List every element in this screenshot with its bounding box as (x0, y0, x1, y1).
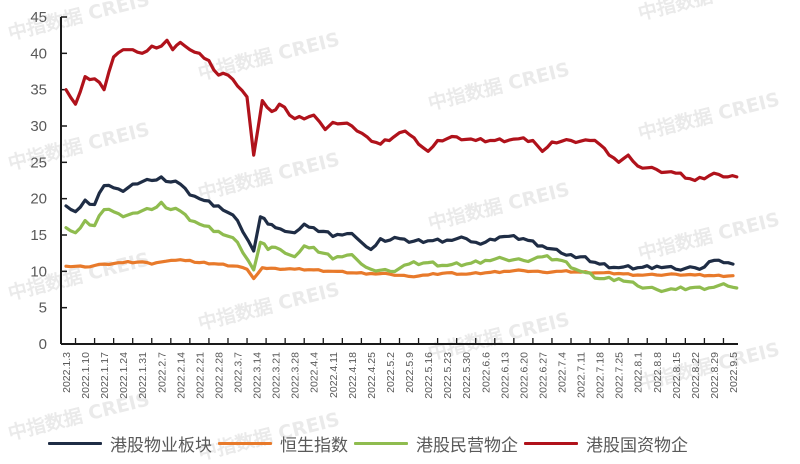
x-tick-label: 2022.8.29 (709, 352, 721, 399)
x-tick-label: 2022.3.28 (290, 352, 302, 399)
watermark-text: 中指数据 CREIS (426, 57, 572, 114)
x-tick-label: 2022.4.11 (328, 352, 340, 398)
y-tick-label: 30 (30, 118, 47, 135)
y-tick-label: 20 (30, 191, 47, 208)
x-tick-label: 2022.5.30 (461, 352, 473, 399)
legend-label: 港股国资物企 (586, 435, 688, 456)
watermark-text: 中指数据 CREIS (6, 0, 152, 45)
legend-item-hang-seng: 恒生指数 (218, 431, 348, 456)
y-tick-label: 0 (39, 336, 47, 353)
x-tick-label: 2022.7.11 (576, 352, 588, 398)
x-tick-label: 2022.4.18 (347, 352, 359, 399)
y-tick-label: 10 (30, 263, 47, 280)
legend-item-state-firms: 港股国资物企 (524, 431, 688, 456)
x-tick-label: 2022.7.25 (614, 352, 626, 399)
x-tick-label: 2022.1.10 (80, 352, 92, 399)
y-tick-label: 40 (30, 45, 47, 62)
legend-swatch-icon (524, 441, 578, 445)
x-tick-label: 2022.3.14 (252, 352, 264, 399)
x-tick-label: 2022.9.5 (728, 352, 740, 393)
y-tick-label: 15 (30, 227, 47, 244)
x-tick-label: 2022.7.4 (556, 352, 568, 393)
x-tick-label: 2022.2.28 (213, 352, 225, 399)
x-tick-label: 2022.4.4 (309, 352, 321, 393)
watermark-text: 中指数据 CREIS (196, 147, 342, 204)
x-tick-label: 2022.6.20 (518, 352, 530, 399)
x-tick-label: 2022.4.25 (366, 352, 378, 399)
x-tick-label: 2022.5.16 (423, 352, 435, 399)
watermark-text: 中指数据 CREIS (6, 117, 152, 174)
series-line (64, 258, 735, 281)
x-tick-label: 2022.7.18 (595, 352, 607, 399)
watermark-text: 中指数据 CREIS (636, 207, 782, 264)
legend-label: 恒生指数 (280, 435, 348, 456)
watermark-text: 中指数据 CREIS (636, 0, 782, 25)
y-ticks: 0 5 10 15 20 25 30 35 40 45 (30, 9, 67, 353)
series-lines (64, 38, 739, 294)
watermark-text: 中指数据 CREIS (426, 177, 572, 234)
legend-swatch-icon (48, 441, 102, 445)
legend-swatch-icon (354, 441, 408, 445)
watermark-text: 中指数据 CREIS (196, 277, 342, 334)
legend-swatch-icon (218, 441, 272, 445)
series-line (64, 175, 735, 272)
x-tick-label: 2022.5.23 (442, 352, 454, 399)
series-line (64, 200, 739, 294)
x-tick-label: 2022.8.1 (633, 352, 645, 393)
y-tick-label: 45 (30, 9, 47, 26)
legend-label: 港股民营物企 (416, 435, 518, 456)
x-tick-label: 2022.6.13 (499, 352, 511, 399)
axes (60, 17, 738, 345)
x-tick-label: 2022.1.31 (137, 352, 149, 399)
x-tick-label: 2022.5.9 (404, 352, 416, 393)
x-tick-label: 2022.6.6 (480, 352, 492, 393)
x-tick-label: 2022.8.8 (652, 352, 664, 393)
x-tick-label: 2022.1.3 (61, 352, 73, 393)
y-tick-label: 5 (39, 300, 47, 317)
x-tick-label: 2022.2.21 (194, 352, 206, 399)
x-tick-label: 2022.2.7 (156, 352, 168, 393)
series-line (64, 38, 739, 183)
legend-item-property-sector: 港股物业板块 (48, 431, 212, 456)
x-tick-label: 2022.8.22 (690, 352, 702, 399)
legend: 港股物业板块 恒生指数 港股民营物企 港股国资物企 (48, 430, 694, 456)
watermark-text: 中指数据 CREIS (6, 247, 152, 304)
x-ticks: 2022.1.3 2022.1.10 2022.1.17 2022.1.24 2022.… (61, 338, 740, 399)
legend-item-private-firms: 港股民营物企 (354, 431, 518, 456)
y-tick-label: 25 (30, 154, 47, 171)
x-tick-label: 2022.2.14 (175, 352, 187, 399)
x-tick-label: 2022.5.2 (385, 352, 397, 393)
x-tick-label: 2022.1.17 (99, 352, 111, 399)
x-tick-label: 2022.3.21 (271, 352, 283, 399)
legend-label: 港股物业板块 (110, 435, 212, 456)
x-tick-label: 2022.6.27 (537, 352, 549, 399)
watermark-text: 中指数据 CREIS (636, 87, 782, 144)
x-tick-label: 2022.8.15 (671, 352, 683, 399)
y-tick-label: 35 (30, 82, 47, 99)
x-tick-label: 2022.1.24 (118, 352, 130, 399)
x-tick-label: 2022.3.7 (233, 352, 245, 393)
